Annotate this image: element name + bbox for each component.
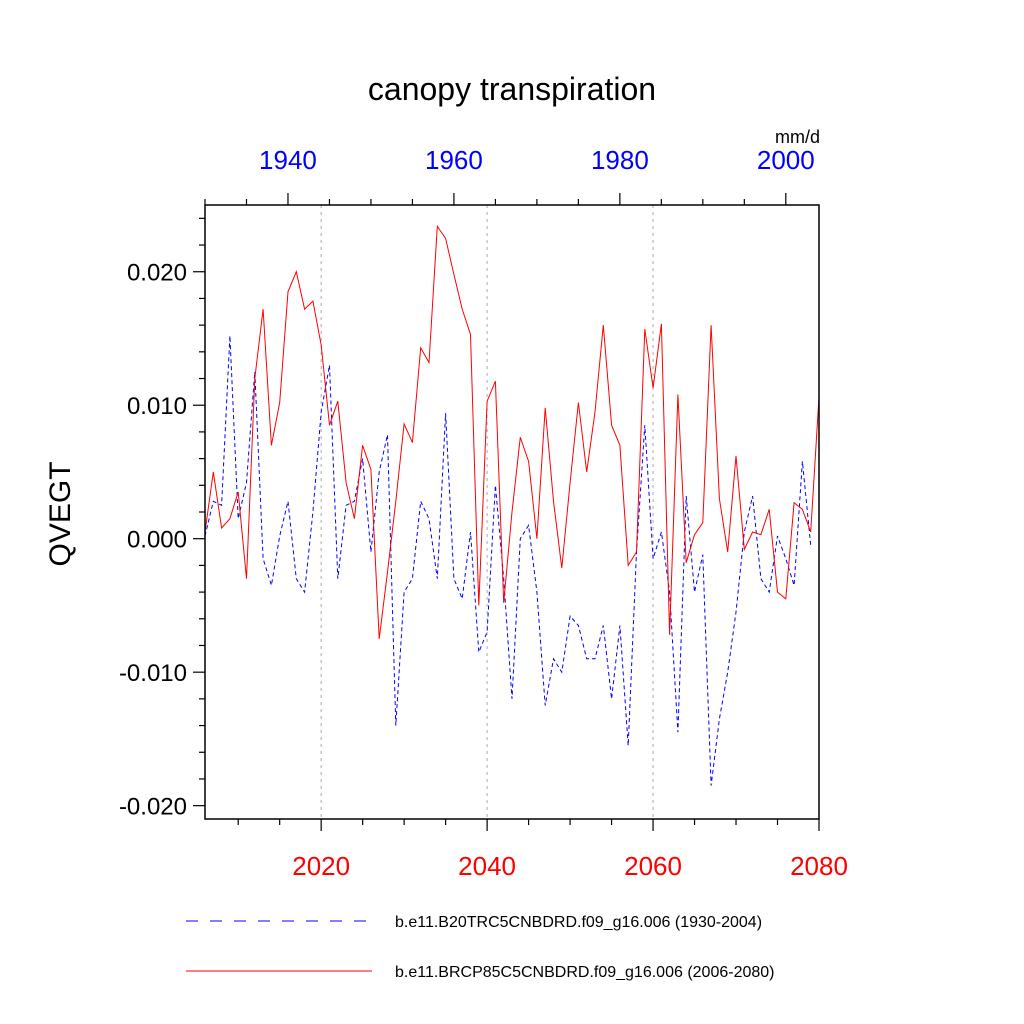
series-lines xyxy=(204,224,820,786)
x-bottom-tick-label: 2080 xyxy=(790,851,848,881)
y-tick-label: -0.020 xyxy=(119,794,187,821)
y-tick-label: -0.010 xyxy=(119,660,187,687)
tick-labels: 0.020 0.010 0.000 -0.010 -0.020 2020 2040 2060 2… xyxy=(119,145,848,881)
units-label: mm/d xyxy=(775,127,820,147)
x-top-tick-label: 1940 xyxy=(259,145,317,175)
x-top-tick-label: 1980 xyxy=(591,145,649,175)
y-tick-label: 0.000 xyxy=(127,527,187,554)
x-bottom-tick-label: 2040 xyxy=(458,851,516,881)
x-top-tick-label: 1960 xyxy=(425,145,483,175)
y-tick-label: 0.020 xyxy=(127,260,187,287)
vertical-gridlines xyxy=(320,205,654,819)
y-axis-label: QVEGT xyxy=(44,461,77,566)
x-top-tick-label: 2000 xyxy=(757,145,815,175)
legend-label-2: b.e11.BRCP85C5CNBDRD.f09_g16.006 (2006-2… xyxy=(395,964,774,981)
legend-label-1: b.e11.B20TRC5CNBDRD.f09_g16.006 (1930-20… xyxy=(395,914,762,931)
series-line-2 xyxy=(204,224,820,639)
chart-title: canopy transpiration xyxy=(368,71,656,107)
series-line-1 xyxy=(204,335,812,786)
legend: b.e11.B20TRC5CNBDRD.f09_g16.006 (1930-20… xyxy=(186,914,774,981)
x-bottom-tick-label: 2060 xyxy=(624,851,682,881)
axis-ticks xyxy=(193,193,820,831)
y-tick-label: 0.010 xyxy=(127,393,187,420)
x-bottom-tick-label: 2020 xyxy=(292,851,350,881)
plot-frame xyxy=(204,204,820,820)
